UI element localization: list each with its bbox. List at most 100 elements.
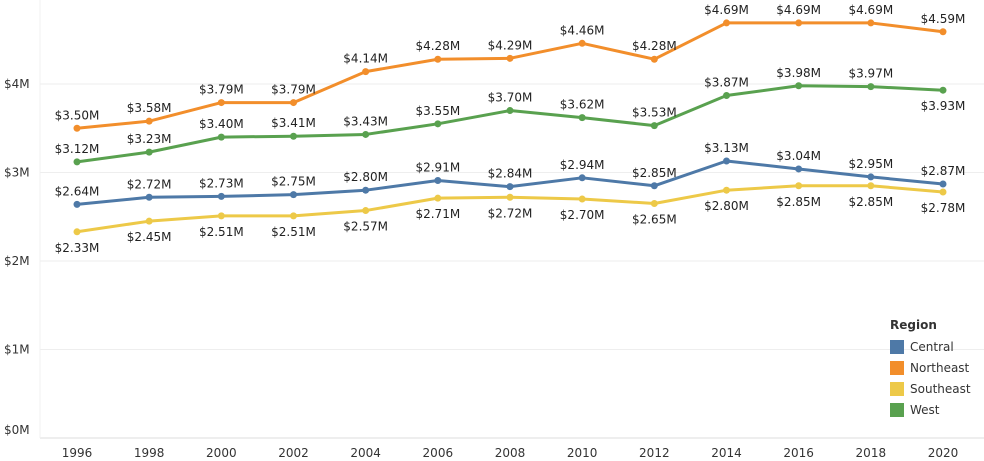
data-point-central xyxy=(362,186,370,194)
data-label: $4.28M xyxy=(415,39,460,53)
x-tick-label: 1998 xyxy=(134,446,165,460)
data-label: $4.69M xyxy=(776,3,821,17)
legend-item-southeast[interactable]: Southeast xyxy=(890,378,971,399)
data-label: $4.69M xyxy=(848,3,893,17)
data-label: $3.87M xyxy=(704,76,749,90)
data-label: $2.87M xyxy=(921,164,966,178)
data-label: $3.62M xyxy=(560,98,605,112)
data-label: $2.85M xyxy=(776,195,821,209)
data-label: $2.80M xyxy=(343,170,388,184)
x-tick-label: 2020 xyxy=(928,446,959,460)
x-tick-label: 2008 xyxy=(495,446,526,460)
y-tick-label: $0M xyxy=(4,423,30,437)
data-point-central xyxy=(650,182,658,190)
data-point-west xyxy=(578,114,586,122)
x-tick-label: 2000 xyxy=(206,446,237,460)
x-tick-label: 2016 xyxy=(783,446,814,460)
data-point-west xyxy=(362,130,370,138)
legend-item-northeast[interactable]: Northeast xyxy=(890,357,971,378)
data-point-central xyxy=(795,165,803,173)
data-label: $2.80M xyxy=(704,199,749,213)
data-label: $2.94M xyxy=(560,158,605,172)
data-label: $4.28M xyxy=(632,39,677,53)
data-label: $4.46M xyxy=(560,23,605,37)
data-point-southeast xyxy=(145,217,153,225)
data-label: $2.57M xyxy=(343,220,388,234)
data-point-northeast xyxy=(795,19,803,27)
data-point-southeast xyxy=(434,194,442,202)
data-label: $2.51M xyxy=(199,225,244,239)
data-point-southeast xyxy=(290,212,297,220)
data-label: $2.51M xyxy=(271,225,316,239)
data-point-west xyxy=(290,132,297,140)
data-point-west xyxy=(723,92,730,100)
data-point-northeast xyxy=(217,99,225,107)
data-point-northeast xyxy=(723,19,730,27)
data-label: $3.53M xyxy=(632,106,677,120)
data-point-central xyxy=(434,176,442,184)
data-label: $4.59M xyxy=(921,12,966,26)
legend-label: Southeast xyxy=(910,381,971,396)
data-point-southeast xyxy=(795,182,803,190)
data-point-southeast xyxy=(578,195,586,203)
data-label: $2.84M xyxy=(488,167,533,181)
data-label: $3.04M xyxy=(776,149,821,163)
data-label: $2.70M xyxy=(560,208,605,222)
data-label: $2.33M xyxy=(55,241,100,255)
data-point-northeast xyxy=(650,55,658,63)
data-point-northeast xyxy=(290,99,297,107)
data-point-southeast xyxy=(506,193,514,201)
y-tick-label: $4M xyxy=(4,77,30,91)
data-point-west xyxy=(434,120,442,128)
data-label: $2.72M xyxy=(488,206,533,220)
data-label: $4.14M xyxy=(343,52,388,66)
data-point-west xyxy=(217,133,225,141)
data-label: $2.71M xyxy=(415,207,460,221)
data-point-central xyxy=(723,157,730,165)
legend: Region Central Northeast Southeast West xyxy=(890,318,971,420)
data-label: $2.45M xyxy=(127,230,172,244)
y-tick-label: $2M xyxy=(4,254,30,268)
x-tick-label: 2004 xyxy=(350,446,381,460)
data-label: $2.85M xyxy=(848,195,893,209)
data-label: $3.79M xyxy=(271,83,316,97)
data-point-central xyxy=(290,191,297,199)
data-label: $3.40M xyxy=(199,117,244,131)
data-label: $2.78M xyxy=(921,201,966,215)
data-point-west xyxy=(650,122,658,130)
data-point-central xyxy=(939,180,947,188)
data-point-southeast xyxy=(723,186,730,194)
data-point-southeast xyxy=(217,212,225,220)
legend-swatch xyxy=(890,402,904,417)
legend-item-west[interactable]: West xyxy=(890,399,971,420)
legend-label: Central xyxy=(910,339,954,354)
data-label: $2.91M xyxy=(415,160,460,174)
data-point-west xyxy=(145,148,153,156)
data-point-central xyxy=(73,200,81,208)
data-label: $3.97M xyxy=(848,67,893,81)
legend-swatch xyxy=(890,360,904,375)
x-tick-label: 2006 xyxy=(423,446,454,460)
x-tick-label: 2010 xyxy=(567,446,598,460)
data-point-central xyxy=(867,173,875,181)
x-tick-label: 2018 xyxy=(856,446,887,460)
data-label: $3.70M xyxy=(488,91,533,105)
y-tick-label: $3M xyxy=(4,166,30,180)
data-label: $2.72M xyxy=(127,177,172,191)
data-label: $3.50M xyxy=(55,108,100,122)
data-point-northeast xyxy=(578,39,586,47)
data-label: $3.41M xyxy=(271,116,316,130)
data-point-west xyxy=(506,107,514,115)
y-tick-label: $1M xyxy=(4,343,30,357)
data-point-central xyxy=(578,174,586,182)
legend-item-central[interactable]: Central xyxy=(890,336,971,357)
data-label: $3.58M xyxy=(127,101,172,115)
data-point-northeast xyxy=(362,68,370,76)
data-point-central xyxy=(145,193,153,201)
data-point-northeast xyxy=(867,19,875,27)
data-point-northeast xyxy=(145,117,153,125)
data-point-southeast xyxy=(867,182,875,190)
data-label: $3.55M xyxy=(415,104,460,118)
data-point-southeast xyxy=(939,188,947,196)
